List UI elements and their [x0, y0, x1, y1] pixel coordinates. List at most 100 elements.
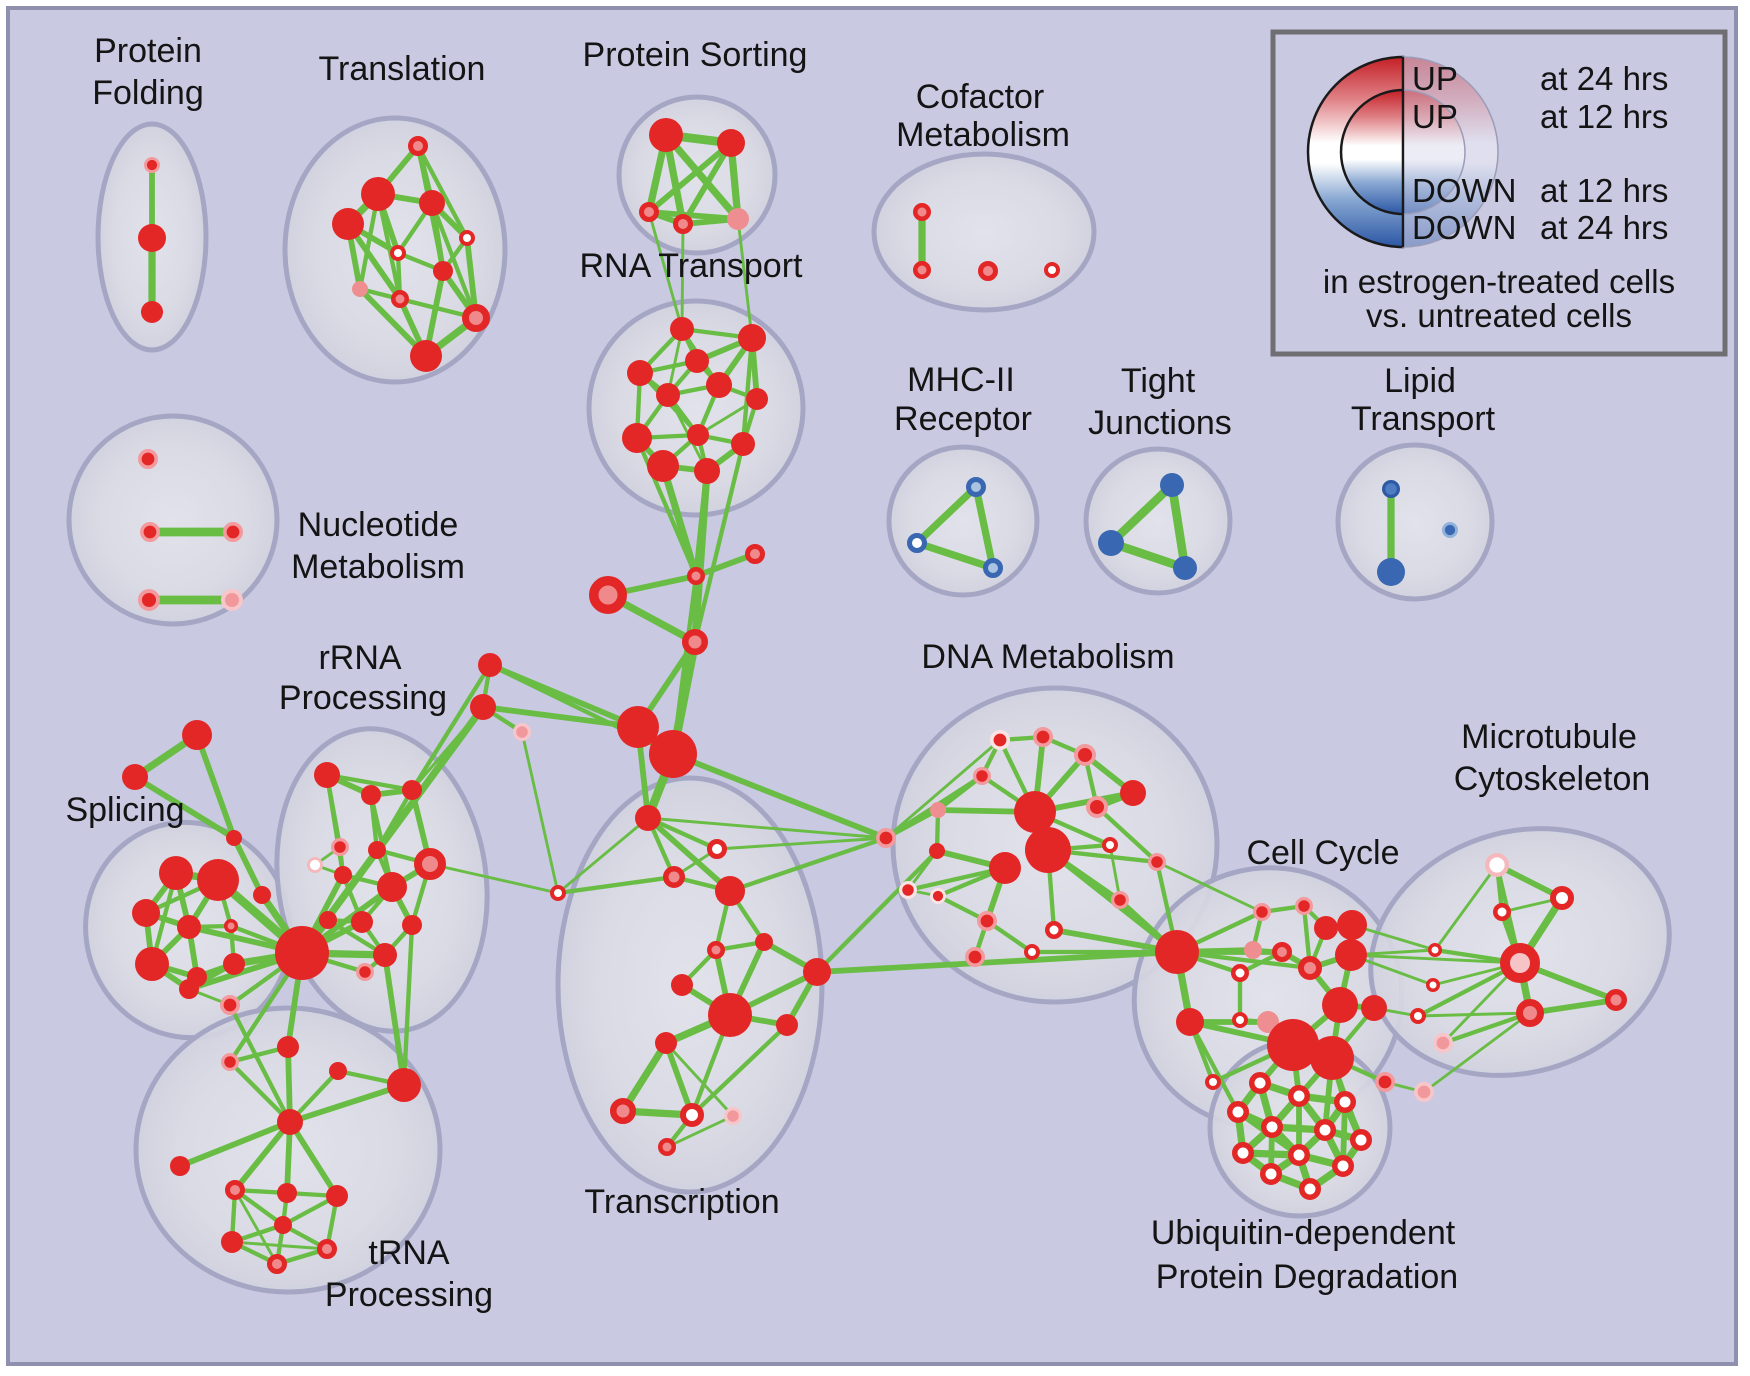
- network-node-sp3: [132, 899, 160, 927]
- network-node-ps1: [649, 118, 683, 152]
- network-node-mc4: [1500, 943, 1540, 983]
- network-node-hub2: [649, 730, 697, 778]
- network-node-tx2: [707, 839, 727, 859]
- network-node-rt3: [627, 360, 653, 386]
- network-node-tr6: [390, 245, 406, 261]
- legend-direction-3: DOWN: [1412, 172, 1516, 209]
- network-node-br2: [1426, 978, 1440, 992]
- network-edge-dm0-dm1: [884, 738, 1002, 840]
- network-edge-rr1-rr3: [324, 772, 415, 793]
- network-edge-tnh-tn7: [287, 1119, 340, 1199]
- network-edge-tn0-tx1: [556, 816, 650, 895]
- network-node-cc1: [1176, 1008, 1204, 1036]
- network-node-tx3: [663, 866, 685, 888]
- network-edge-tnh-tn5: [232, 1119, 293, 1193]
- network-node-u4: [1227, 1101, 1249, 1123]
- network-node-tn2: [277, 1036, 299, 1058]
- network-node-dm2: [1033, 726, 1054, 747]
- network-node-cc3: [1294, 896, 1313, 915]
- edge-layer: [131, 130, 1619, 1267]
- legend-time-4: at 24 hrs: [1540, 209, 1668, 246]
- network-node-sp6: [135, 947, 169, 981]
- network-edge-rr3-rr7: [374, 787, 415, 853]
- network-node-dm0: [875, 827, 896, 848]
- network-node-rr8: [377, 872, 407, 902]
- network-node-cc17: [1267, 1019, 1319, 1071]
- network-node-rt10: [731, 432, 755, 456]
- network-edge-mh1-mh2: [913, 483, 980, 547]
- legend-inner-left-half: [1339, 88, 1405, 216]
- network-edge-dm13-dm18: [1108, 843, 1122, 902]
- network-edge-tn5-tn10: [233, 1188, 279, 1266]
- network-node-pr2: [1414, 1082, 1435, 1103]
- network-node-tn10: [267, 1254, 287, 1274]
- network-edge-mc5-mc6: [1527, 997, 1619, 1016]
- network-edge-rt10-ch4: [692, 441, 746, 645]
- network-node-cc8: [1298, 956, 1322, 980]
- network-node-cc10: [1335, 939, 1367, 971]
- network-node-sp2: [197, 859, 239, 901]
- network-node-rt2: [738, 324, 766, 352]
- network-node-ps4: [673, 214, 693, 234]
- cluster-label-rna-transport: RNA Transport: [580, 247, 804, 285]
- network-node-ch1: [745, 544, 765, 564]
- legend-box: [1270, 29, 1728, 357]
- network-node-tx15: [658, 1138, 676, 1156]
- network-node-u12: [1299, 1178, 1321, 1200]
- network-edge-rr12-rr15: [382, 952, 407, 1088]
- cluster-label-tight-junctions-line1: Tight: [1121, 362, 1196, 400]
- network-node-tx9: [708, 993, 752, 1037]
- network-edge-tnh-tn4: [177, 1119, 293, 1169]
- network-node-rt11: [647, 450, 679, 482]
- network-edge-rr9-rr15: [401, 922, 415, 1088]
- network-node-u8: [1232, 1142, 1254, 1164]
- network-node-sg1: [182, 720, 212, 750]
- network-node-mh2: [907, 533, 927, 553]
- network-edge-cc0-cc8: [1174, 949, 1313, 971]
- network-edge-sg2-sg3: [132, 774, 237, 841]
- network-node-dm3: [1073, 743, 1096, 766]
- network-node-x2: [470, 694, 496, 720]
- network-node-br1: [1428, 943, 1442, 957]
- network-node-rr13: [355, 962, 374, 981]
- network-edge-tx11-tx12: [619, 1039, 670, 1115]
- network-node-tn6: [277, 1183, 297, 1203]
- network-node-tx4: [715, 876, 745, 906]
- cluster-label-cell-cycle: Cell Cycle: [1246, 834, 1399, 872]
- network-node-tn5: [225, 1180, 245, 1200]
- network-node-dm19: [1024, 944, 1040, 960]
- network-node-dm13: [1102, 837, 1118, 853]
- network-edge-rt7-rt9: [696, 397, 759, 437]
- network-edge-tj1-tj3: [1167, 480, 1190, 573]
- network-node-rt5: [706, 372, 732, 398]
- network-node-tn1: [220, 1052, 239, 1071]
- network-edge-rt2-rt10: [740, 335, 755, 447]
- cluster-label-ubiquitin-degradation-line2: Protein Degradation: [1156, 1258, 1458, 1296]
- network-node-cc11: [1322, 987, 1358, 1023]
- network-node-mc6: [1605, 989, 1627, 1011]
- network-node-tr2: [361, 177, 395, 211]
- cluster-ellipse-nucleotide-metabolism: [66, 413, 280, 627]
- legend-time-3: at 12 hrs: [1540, 172, 1668, 209]
- network-node-rr1: [314, 762, 340, 788]
- network-node-sp10: [253, 886, 271, 904]
- network-node-tr4: [332, 208, 364, 240]
- network-node-tr10: [462, 304, 490, 332]
- cluster-ellipse-mhc-ii-receptor: [886, 444, 1040, 598]
- network-node-dm21: [898, 880, 917, 899]
- network-node-tr7: [433, 261, 453, 281]
- network-edge-ch1-ch2: [693, 551, 758, 579]
- cluster-label-protein-sorting: Protein Sorting: [583, 36, 808, 74]
- cluster-label-ubiquitin-degradation-line1: Ubiquitin-dependent: [1151, 1214, 1456, 1252]
- legend-caption-line2: vs. untreated cells: [1366, 297, 1632, 334]
- network-edge-tr1-tr5: [415, 143, 470, 241]
- cluster-label-nucleotide-metabolism-line2: Metabolism: [291, 548, 465, 586]
- network-node-pr1: [1375, 1072, 1396, 1093]
- network-node-tn0: [550, 885, 566, 901]
- network-edge-ch2-hub2: [670, 573, 699, 757]
- network-node-sp5: [224, 919, 238, 933]
- network-node-cf3: [978, 261, 998, 281]
- network-node-mc3: [1493, 903, 1511, 921]
- network-node-tn3: [329, 1062, 347, 1080]
